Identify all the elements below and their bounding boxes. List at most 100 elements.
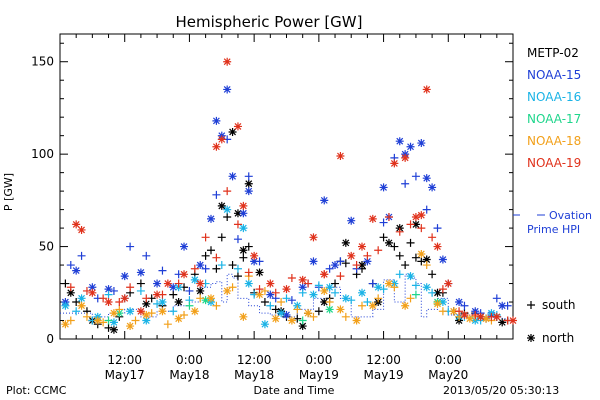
point-south-noaa-19: [336, 272, 345, 281]
point-north-noaa-19: [88, 288, 97, 297]
legend-entry-noaa-19: NOAA-19: [527, 156, 581, 170]
point-south-noaa-17: [185, 301, 194, 310]
point-north-noaa-19: [476, 312, 485, 321]
point-north-noaa-19: [417, 211, 426, 220]
point-south-noaa-19: [304, 279, 313, 288]
point-south-noaa-18: [228, 283, 237, 292]
point-north-noaa-17: [201, 296, 210, 305]
point-south-noaa-18: [147, 309, 156, 318]
point-south-noaa-16: [363, 298, 372, 307]
point-north-noaa-18: [433, 299, 442, 308]
point-north-metp-02: [358, 261, 366, 270]
point-south-noaa-16: [347, 296, 356, 305]
point-south-noaa-15: [66, 261, 75, 270]
point-north-noaa-15: [363, 257, 372, 266]
point-north-noaa-15: [422, 174, 431, 183]
point-south-noaa-18: [277, 298, 286, 307]
point-north-noaa-16: [325, 283, 334, 292]
point-south-noaa-19: [126, 283, 135, 292]
x-tick-date: May19: [364, 368, 404, 382]
point-south-noaa-15: [77, 251, 86, 260]
point-north-noaa-18: [384, 279, 393, 288]
point-south-metp-02: [104, 323, 113, 332]
point-south-metp-02: [341, 259, 350, 268]
point-north-noaa-19: [309, 233, 318, 242]
point-north-noaa-15: [180, 242, 189, 251]
point-south-noaa-15: [201, 264, 210, 273]
point-south-noaa-19: [233, 220, 242, 229]
point-north-metp-02: [239, 246, 248, 255]
point-south-noaa-19: [271, 288, 280, 297]
point-north-metp-02: [341, 238, 350, 247]
point-south-metp-02: [314, 307, 323, 316]
symbol-label-north: north: [542, 331, 574, 345]
point-north-noaa-15: [250, 257, 259, 266]
point-south-metp-02: [260, 298, 269, 307]
point-south-noaa-16: [428, 288, 437, 297]
x-tick-time: 0:00: [176, 353, 203, 367]
point-north-noaa-18: [320, 286, 329, 295]
point-south-noaa-19: [471, 310, 480, 319]
point-north-noaa-15: [72, 266, 81, 275]
point-north-noaa-19: [492, 312, 501, 321]
ovation-legend: Ovation Prime HPI: [513, 209, 592, 236]
point-north-noaa-18: [142, 310, 151, 319]
plot-timestamp: 2013/05/20 05:30:13: [443, 384, 559, 397]
point-south-noaa-18: [406, 294, 415, 303]
point-south-noaa-19: [66, 283, 75, 292]
point-south-metp-02: [401, 261, 410, 270]
point-south-noaa-18: [293, 305, 302, 314]
y-axis-label: P [GW]: [2, 173, 15, 211]
point-south-noaa-19: [455, 307, 464, 316]
point-south-noaa-16: [72, 307, 81, 316]
point-south-noaa-19: [255, 285, 264, 294]
point-north-noaa-15: [395, 137, 404, 146]
point-south-noaa-16: [266, 301, 275, 310]
point-north-noaa-15: [207, 214, 215, 223]
point-south-noaa-19: [406, 220, 415, 229]
point-south-noaa-15: [287, 296, 296, 305]
point-north-noaa-15: [136, 268, 145, 277]
point-south-noaa-15: [244, 172, 253, 181]
x-tick-time: 0:00: [305, 353, 332, 367]
point-north-noaa-18: [417, 249, 426, 258]
point-north-noaa-18: [109, 309, 118, 318]
point-north-noaa-19: [433, 242, 442, 251]
point-north-noaa-15: [104, 285, 113, 294]
point-north-noaa-15: [428, 183, 437, 192]
point-south-metp-02: [207, 246, 215, 255]
point-south-noaa-18: [358, 301, 366, 310]
point-north-noaa-18: [304, 309, 313, 318]
point-south-noaa-18: [163, 320, 172, 329]
point-south-metp-02: [61, 279, 70, 288]
data-points: [61, 57, 517, 334]
point-north-noaa-19: [163, 279, 172, 288]
point-south-noaa-19: [428, 233, 437, 242]
plot-axes: 05010015012:00May170:00May1812:00May180:…: [31, 33, 514, 382]
point-south-noaa-18: [115, 305, 124, 314]
point-south-noaa-19: [223, 187, 232, 196]
point-north-noaa-19: [239, 201, 248, 210]
legend-entry-noaa-16: NOAA-16: [527, 90, 581, 104]
point-south-noaa-18: [374, 294, 383, 303]
point-north-noaa-15: [153, 279, 162, 288]
point-north-noaa-15: [266, 290, 275, 299]
point-south-noaa-18: [99, 318, 108, 327]
point-north-noaa-18: [174, 314, 183, 323]
point-south-noaa-18: [82, 312, 91, 321]
point-south-noaa-15: [368, 279, 377, 288]
point-north-noaa-19: [223, 57, 232, 66]
point-south-metp-02: [428, 270, 437, 279]
x-tick-date: May17: [105, 368, 145, 382]
point-south-noaa-15: [411, 172, 420, 181]
point-north-noaa-16: [142, 316, 151, 325]
point-north-noaa-19: [153, 290, 162, 299]
point-south-noaa-15: [433, 224, 442, 233]
x-tick-time: 12:00: [107, 353, 142, 367]
point-south-metp-02: [217, 233, 226, 242]
point-south-noaa-18: [422, 261, 431, 270]
point-south-noaa-18: [309, 312, 318, 321]
point-south-noaa-16: [379, 285, 388, 294]
point-north-noaa-18: [465, 314, 474, 323]
point-north-noaa-19: [336, 152, 345, 160]
